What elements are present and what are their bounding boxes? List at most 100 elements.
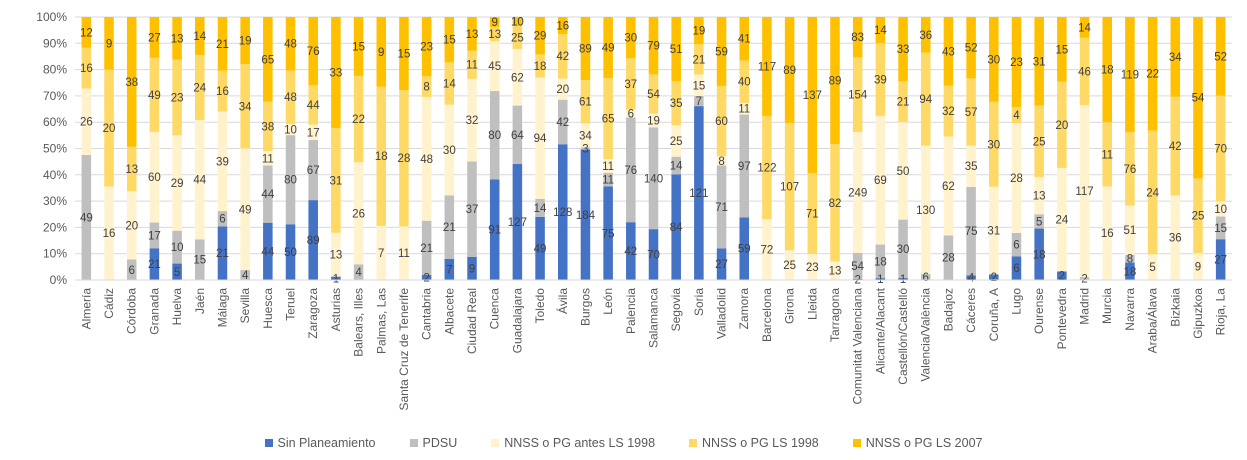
data-label: 11: [398, 248, 410, 260]
bar-segment: [217, 17, 228, 71]
bar-segment: [557, 17, 568, 34]
bar-segment: [989, 186, 999, 275]
data-label: 137: [803, 90, 822, 102]
bar-segment: [626, 17, 636, 59]
data-label: 42: [1169, 141, 1182, 153]
data-label: 128: [553, 207, 572, 219]
data-label: 22: [1146, 69, 1159, 81]
legend-swatch: [264, 439, 273, 447]
bar-segment: [898, 17, 908, 82]
bar-segment: [898, 122, 908, 220]
x-tick-label: Huelva: [170, 288, 184, 326]
data-label: 20: [103, 123, 116, 135]
bar-segment: [285, 123, 296, 136]
bar-segment: [217, 226, 228, 280]
bar-segment: [762, 115, 772, 220]
data-label: 8: [718, 156, 724, 168]
bar-segment: [1011, 107, 1022, 123]
data-label: 25: [511, 33, 524, 45]
data-label: 32: [466, 115, 479, 127]
data-label: 16: [556, 20, 569, 32]
bar-segment: [1034, 17, 1044, 106]
data-label: 18: [1033, 249, 1046, 261]
bar-segment: [331, 128, 341, 233]
data-label: 9: [1195, 262, 1201, 274]
bar-segment: [240, 270, 250, 280]
data-label: 19: [239, 36, 252, 48]
bar-segment: [467, 161, 477, 257]
data-label: 117: [758, 61, 776, 73]
legend-item: NNSS o PG antes LS 1998: [491, 436, 655, 450]
data-label: 21: [420, 243, 433, 255]
y-tick-label: 40%: [43, 168, 67, 182]
bar-segment: [1170, 17, 1181, 97]
data-label: 89: [783, 65, 796, 77]
bar-segment: [104, 17, 114, 70]
x-tick-label: Navarra: [1123, 288, 1137, 331]
x-tick-label: Salamanca: [647, 288, 661, 348]
bar-segment: [1079, 277, 1090, 280]
data-label: 27: [715, 259, 728, 271]
bar-segment: [172, 17, 182, 60]
data-label: 64: [511, 130, 524, 142]
bar-segment: [512, 17, 523, 27]
data-label: 33: [329, 68, 342, 80]
bar-segment: [603, 186, 613, 280]
bar-segment: [875, 43, 886, 116]
data-label: 45: [488, 61, 501, 73]
data-label: 15: [443, 35, 456, 47]
bar-segment: [943, 235, 954, 280]
data-label: 65: [261, 54, 274, 66]
data-label: 4: [968, 273, 975, 285]
data-label: 13: [488, 29, 501, 41]
x-tick-label: Alicante/Alacant: [873, 287, 887, 374]
bar-segment: [126, 191, 137, 260]
data-label: 16: [216, 86, 229, 98]
x-tick-label: Barcelona: [760, 288, 774, 342]
bar-segment: [1102, 17, 1112, 123]
data-label: 21: [443, 222, 456, 234]
data-label: 24: [1055, 215, 1068, 227]
bar-segment: [648, 127, 659, 230]
bar-segment: [1125, 132, 1135, 206]
data-label: 34: [579, 130, 592, 142]
bar-segment: [81, 88, 92, 155]
bar-segment: [807, 172, 818, 254]
data-label: 15: [692, 80, 705, 92]
bar-segment: [376, 225, 387, 280]
data-label: 37: [466, 204, 479, 216]
bar-segment: [943, 85, 954, 137]
data-label: 38: [261, 121, 274, 133]
bar-segment: [1011, 17, 1022, 108]
bar-segment: [648, 113, 659, 128]
data-label: 50: [897, 166, 910, 178]
bar-segment: [353, 75, 364, 163]
bar-segment: [739, 114, 750, 218]
bar-segment: [263, 165, 273, 223]
data-label: 15: [352, 41, 365, 53]
data-label: 44: [261, 189, 274, 201]
legend-label: NNSS o PG LS 1998: [702, 436, 819, 450]
bar-segment: [898, 278, 908, 280]
data-label: 20: [556, 84, 569, 96]
data-label: 154: [848, 90, 868, 102]
data-label: 54: [851, 261, 864, 273]
y-tick-label: 90%: [43, 36, 67, 50]
data-label: 94: [534, 133, 547, 145]
data-label: 39: [216, 156, 229, 168]
data-label: 25: [1033, 136, 1046, 148]
bar-segment: [671, 174, 681, 280]
x-tick-label: Cáceres: [964, 288, 978, 333]
bar-segment: [716, 248, 727, 280]
data-label: 89: [307, 235, 320, 247]
bar-segment: [603, 17, 613, 79]
bar-segment: [81, 154, 92, 280]
bar-segment: [399, 90, 409, 227]
bar-segment: [580, 123, 591, 148]
x-tick-label: Madrid: [1078, 288, 1092, 325]
x-tick-label: Cuenca: [488, 288, 502, 330]
data-label: 50: [284, 247, 297, 259]
bar-segment: [557, 99, 568, 145]
bar-segment: [1125, 254, 1135, 263]
bar-segment: [444, 195, 455, 259]
